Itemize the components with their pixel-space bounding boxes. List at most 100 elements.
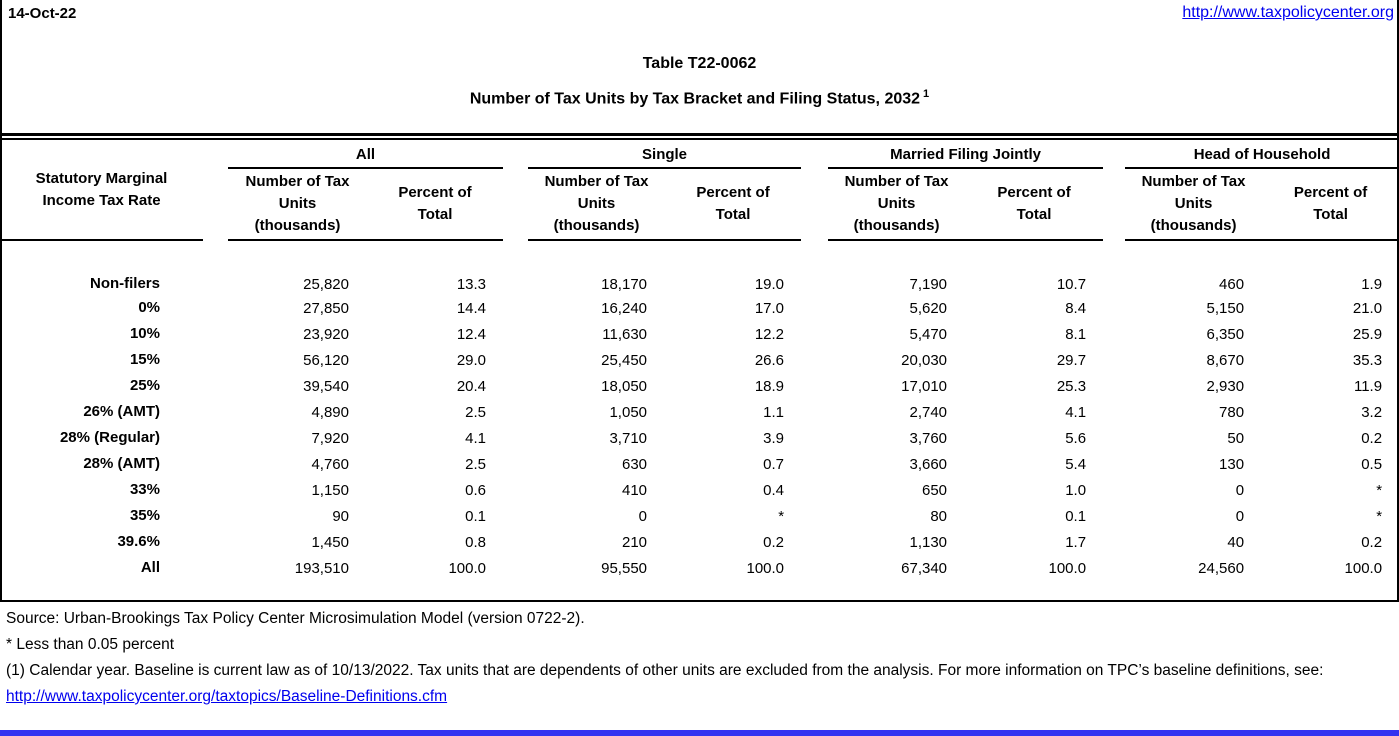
percent-cell: 14.4 xyxy=(456,299,487,317)
footnote-1: (1) Calendar year. Baseline is current l… xyxy=(6,662,1324,679)
units-cell: 130 xyxy=(1219,455,1245,473)
units-cell: 1,130 xyxy=(909,533,948,551)
column-gap xyxy=(503,141,528,240)
percent-cell: 12.4 xyxy=(456,325,487,343)
percent-cell: 0.1 xyxy=(465,507,487,525)
column-gap xyxy=(1103,555,1125,581)
percent-cell: 0.2 xyxy=(1361,429,1383,447)
percent-cell: 100.0 xyxy=(1048,559,1087,577)
units-cell: 20,030 xyxy=(901,351,948,369)
column-gap xyxy=(1103,399,1125,425)
column-gap xyxy=(801,240,828,295)
subheader-hoh-units: Number of Tax Units (thousands) xyxy=(1125,168,1263,241)
subheader-single-units: Number of Tax Units (thousands) xyxy=(528,168,666,241)
column-gap xyxy=(801,529,828,555)
units-cell: 56,120 xyxy=(303,351,349,369)
bottom-blue-bar xyxy=(0,730,1399,736)
column-gap xyxy=(503,451,528,477)
column-gap xyxy=(503,529,528,555)
table-row: 28% (AMT) 4,760 2.5 630 0.7 3,660 5.4 130 0.5 xyxy=(0,451,1399,477)
units-cell: 80 xyxy=(930,507,948,525)
percent-cell: 0.4 xyxy=(763,481,785,499)
units-cell: 5,150 xyxy=(1206,299,1245,317)
percent-cell: 1.9 xyxy=(1361,275,1383,293)
units-cell: 27,850 xyxy=(303,299,349,317)
percent-cell: 0.8 xyxy=(465,533,487,551)
column-gap xyxy=(503,295,528,321)
column-gap xyxy=(1103,321,1125,347)
column-gap xyxy=(801,295,828,321)
percent-cell: 100.0 xyxy=(1344,559,1383,577)
percent-cell: * xyxy=(778,507,785,525)
units-cell: 460 xyxy=(1219,275,1245,293)
column-gap xyxy=(203,529,228,555)
table-row: 0% 27,850 14.4 16,240 17.0 5,620 8.4 5,150 21.0 xyxy=(0,295,1399,321)
units-cell: 7,190 xyxy=(909,275,948,293)
units-cell: 90 xyxy=(332,507,349,525)
table-row: 25% 39,540 20.4 18,050 18.9 17,010 25.3 2,930 11… xyxy=(0,373,1399,399)
percent-cell: 100.0 xyxy=(448,559,487,577)
units-cell: 25,450 xyxy=(601,351,648,369)
percent-cell: 1.0 xyxy=(1065,481,1087,499)
units-cell: 95,550 xyxy=(601,559,648,577)
percent-cell: 5.4 xyxy=(1065,455,1087,473)
units-cell: 18,170 xyxy=(601,275,648,293)
column-gap xyxy=(503,555,528,581)
units-cell: 210 xyxy=(621,533,648,551)
tax-units-table: Statutory Marginal Income Tax Rate All S… xyxy=(0,141,1399,581)
table-row: All 193,510 100.0 95,550 100.0 67,340 100.0 24,… xyxy=(0,555,1399,581)
row-label: Non-filers xyxy=(89,275,160,292)
column-gap xyxy=(203,295,228,321)
percent-cell: 2.5 xyxy=(465,403,487,421)
column-gap xyxy=(1103,347,1125,373)
table-title: Number of Tax Units by Tax Bracket and F… xyxy=(0,88,1399,108)
row-label: 35% xyxy=(129,507,160,524)
percent-cell: 21.0 xyxy=(1352,299,1383,317)
column-gap xyxy=(503,503,528,529)
row-label: 15% xyxy=(129,351,160,368)
percent-cell: 0.2 xyxy=(1361,533,1383,551)
baseline-definitions-link[interactable]: http://www.taxpolicycenter.org/taxtopics… xyxy=(6,688,448,705)
column-gap xyxy=(801,399,828,425)
table-title-text: Number of Tax Units by Tax Bracket and F… xyxy=(469,90,921,108)
row-label: 28% (AMT) xyxy=(83,455,160,472)
percent-cell: 35.3 xyxy=(1352,351,1383,369)
units-cell: 630 xyxy=(621,455,648,473)
percent-cell: 3.2 xyxy=(1361,403,1383,421)
column-gap xyxy=(1103,295,1125,321)
column-gap xyxy=(801,555,828,581)
percent-cell: 18.9 xyxy=(754,377,785,395)
footer-notes: Source: Urban-Brookings Tax Policy Cente… xyxy=(6,606,1396,710)
taxpolicycenter-link[interactable]: http://www.taxpolicycenter.org xyxy=(1182,4,1394,21)
units-cell: 50 xyxy=(1227,429,1245,447)
percent-cell: 29.0 xyxy=(456,351,487,369)
subheader-all-percent: Percent of Total xyxy=(367,168,504,241)
subheader-married-percent: Percent of Total xyxy=(965,168,1104,241)
source-note: Source: Urban-Brookings Tax Policy Cente… xyxy=(6,610,585,627)
units-cell: 650 xyxy=(922,481,948,499)
column-gap xyxy=(801,477,828,503)
subheader-hoh-percent: Percent of Total xyxy=(1262,168,1399,241)
units-cell: 1,450 xyxy=(311,533,349,551)
units-cell: 780 xyxy=(1219,403,1245,421)
column-gap xyxy=(1103,503,1125,529)
units-cell: 0 xyxy=(638,507,648,525)
units-cell: 17,010 xyxy=(901,377,948,395)
column-gap xyxy=(1103,477,1125,503)
table-row: 35% 90 0.1 0 * 80 0.1 0 * xyxy=(0,503,1399,529)
column-gap xyxy=(503,477,528,503)
column-gap xyxy=(503,373,528,399)
column-gap xyxy=(503,347,528,373)
row-label: 39.6% xyxy=(117,533,160,550)
subheader-all-units: Number of Tax Units (thousands) xyxy=(228,168,367,241)
group-header-row: Statutory Marginal Income Tax Rate All S… xyxy=(0,141,1399,241)
column-gap xyxy=(1103,240,1125,295)
column-gap xyxy=(1103,529,1125,555)
units-cell: 25,820 xyxy=(303,275,349,293)
units-cell: 18,050 xyxy=(601,377,648,395)
units-cell: 23,920 xyxy=(303,325,349,343)
percent-cell: 0.7 xyxy=(763,455,785,473)
table-row: 28% (Regular) 7,920 4.1 3,710 3.9 3,760 5.6 50 0… xyxy=(0,425,1399,451)
percent-cell: 10.7 xyxy=(1056,275,1087,293)
units-cell: 1,150 xyxy=(311,481,349,499)
